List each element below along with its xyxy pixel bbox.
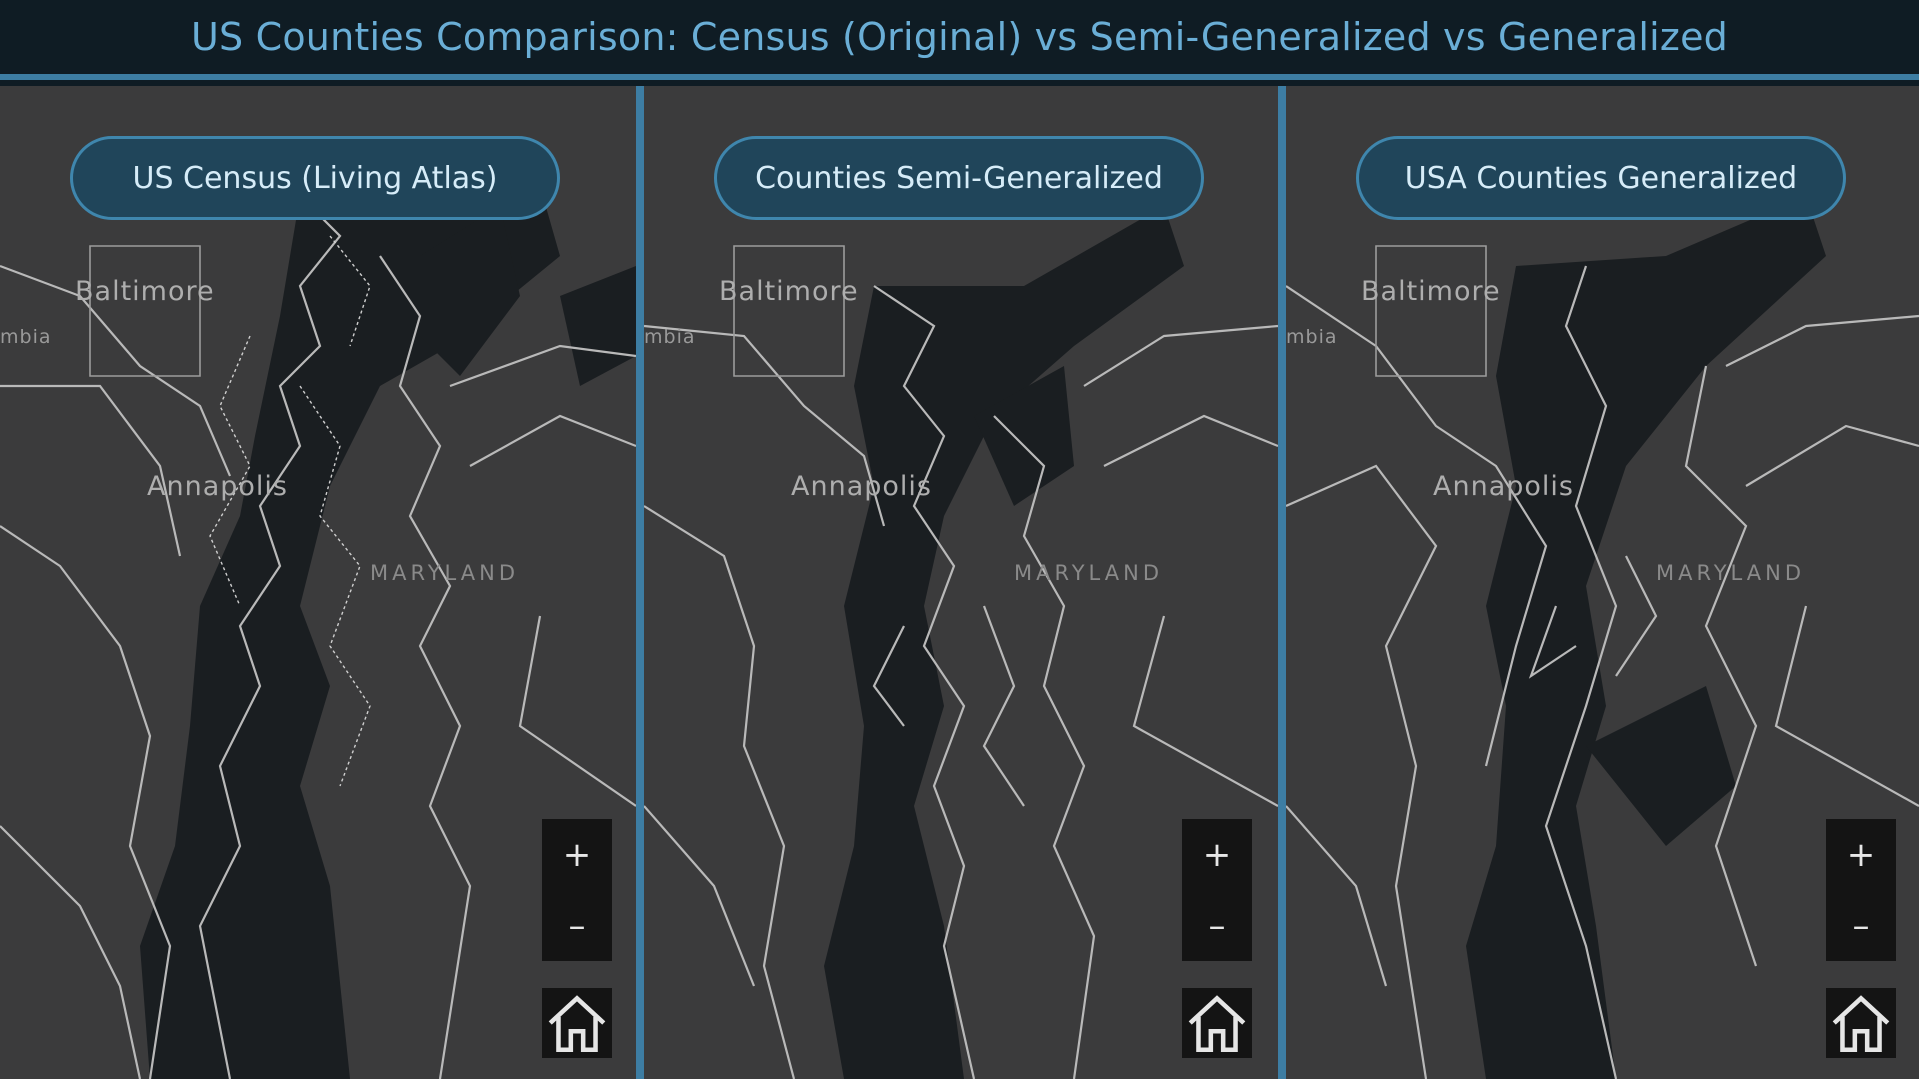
layer-title-pill: US Census (Living Atlas) [70,136,560,220]
home-button[interactable] [1826,988,1896,1058]
map-canvas[interactable] [644,86,1278,1079]
page-title: US Counties Comparison: Census (Original… [191,15,1728,59]
city-label-annapolis: Annapolis [791,471,932,502]
map-panel-generalized[interactable]: USA Counties Generalized Baltimore Annap… [1286,86,1919,1079]
partial-place-label: mbia [644,326,696,348]
home-icon [1188,995,1246,1053]
zoom-out-button[interactable]: – [1208,905,1226,946]
map-panel-semi-generalized[interactable]: Counties Semi-Generalized Baltimore Anna… [644,86,1278,1079]
zoom-in-button[interactable]: + [562,834,592,875]
state-label-maryland: MARYLAND [370,561,519,585]
map-comparison: US Census (Living Atlas) Baltimore Annap… [0,86,1919,1079]
city-label-annapolis: Annapolis [1433,471,1574,502]
partial-place-label: mbia [0,326,52,348]
home-button[interactable] [542,988,612,1058]
title-bar: US Counties Comparison: Census (Original… [0,0,1919,80]
panel-divider [636,86,644,1079]
city-label-baltimore: Baltimore [75,276,215,307]
zoom-control: + – [1182,819,1252,961]
partial-place-label: mbia [1286,326,1338,348]
layer-title-pill: USA Counties Generalized [1356,136,1846,220]
zoom-out-button[interactable]: – [568,905,586,946]
zoom-in-button[interactable]: + [1202,834,1232,875]
city-label-baltimore: Baltimore [719,276,859,307]
zoom-in-button[interactable]: + [1846,834,1876,875]
state-label-maryland: MARYLAND [1014,561,1163,585]
home-icon [548,995,606,1053]
map-panel-census[interactable]: US Census (Living Atlas) Baltimore Annap… [0,86,636,1079]
home-button[interactable] [1182,988,1252,1058]
map-canvas[interactable] [0,86,636,1079]
state-label-maryland: MARYLAND [1656,561,1805,585]
map-canvas[interactable] [1286,86,1919,1079]
zoom-out-button[interactable]: – [1852,905,1870,946]
zoom-control: + – [1826,819,1896,961]
home-icon [1832,995,1890,1053]
city-label-annapolis: Annapolis [147,471,288,502]
zoom-control: + – [542,819,612,961]
city-label-baltimore: Baltimore [1361,276,1501,307]
layer-title-pill: Counties Semi-Generalized [714,136,1204,220]
panel-divider [1278,86,1286,1079]
